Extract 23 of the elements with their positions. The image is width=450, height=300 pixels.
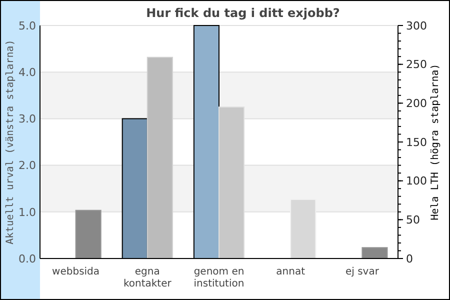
x-tick-label: ej svar bbox=[345, 266, 380, 278]
y-axis-title: Aktuellt urval (vänstra staplarna) bbox=[5, 40, 16, 244]
x-tick-label: annat bbox=[276, 266, 306, 278]
y2-tick-label: 100 bbox=[406, 174, 427, 188]
x-tick-label: webbsida bbox=[52, 266, 100, 278]
y-tick-label: 3.0 bbox=[18, 112, 36, 126]
x-tick-label: egna kontakter bbox=[123, 266, 172, 290]
y-tick-label: 1.0 bbox=[18, 206, 36, 219]
chart-title: Hur fick du tag i ditt exjobb? bbox=[146, 6, 340, 20]
x-tick-label: genom en institution bbox=[194, 266, 244, 290]
y2-tick-label: 250 bbox=[406, 58, 427, 72]
y-tick-label: 0.0 bbox=[18, 252, 36, 266]
y2-tick-label: 150 bbox=[406, 136, 427, 149]
y2-tick-label: 200 bbox=[406, 97, 427, 110]
y-tick-label: 2.0 bbox=[18, 159, 36, 172]
y2-axis-title: Hela LTH (högra staplarna) bbox=[430, 64, 441, 220]
y2-tick-label: 300 bbox=[406, 19, 427, 32]
y2-tick-label: 50 bbox=[406, 214, 420, 227]
y2-tick-label: 0 bbox=[406, 252, 413, 266]
bar bbox=[362, 247, 388, 259]
y-tick-label: 4.0 bbox=[18, 66, 36, 79]
y-tick-label: 5.0 bbox=[18, 19, 36, 32]
bar bbox=[75, 210, 102, 259]
